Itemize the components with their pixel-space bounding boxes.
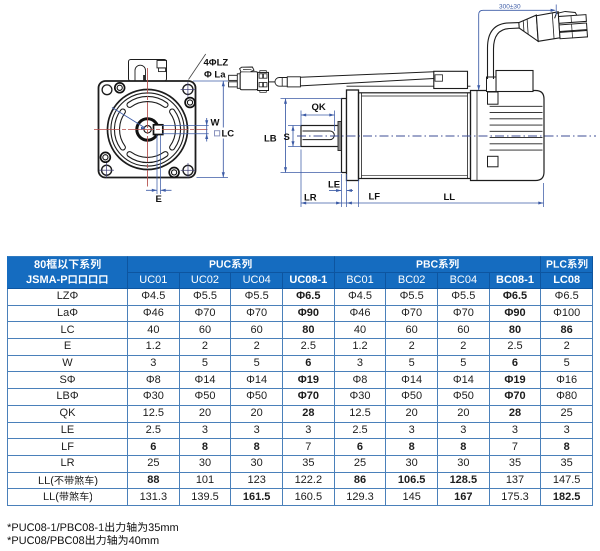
svg-text:300±30: 300±30: [499, 4, 521, 11]
svg-text:S: S: [284, 132, 290, 143]
svg-text:QK: QK: [312, 102, 326, 113]
svg-text:4ΦLZ: 4ΦLZ: [204, 58, 229, 69]
svg-text:Φ La: Φ La: [204, 70, 226, 81]
svg-text:LR: LR: [304, 193, 317, 204]
svg-text:LF: LF: [369, 192, 381, 203]
svg-text:E: E: [156, 194, 162, 205]
svg-text:W: W: [211, 118, 220, 129]
svg-text:LL: LL: [444, 192, 456, 203]
svg-text:LB: LB: [264, 134, 277, 145]
svg-text:LE: LE: [328, 180, 340, 191]
svg-text:LC: LC: [222, 129, 235, 140]
